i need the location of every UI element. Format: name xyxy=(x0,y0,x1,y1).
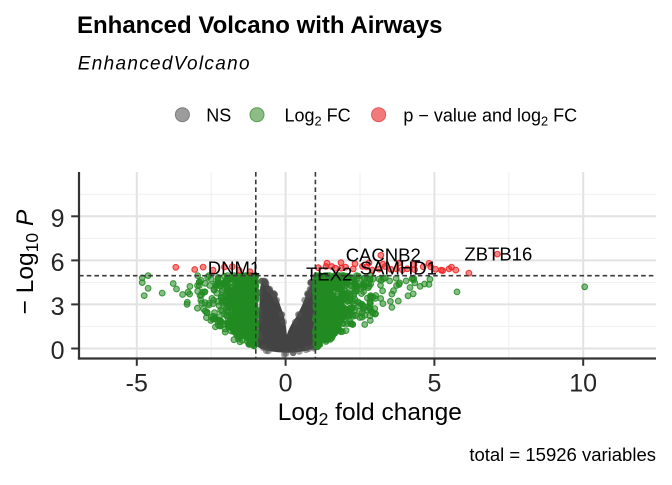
svg-text:0: 0 xyxy=(279,369,293,397)
svg-text:SAMHD1: SAMHD1 xyxy=(360,257,437,278)
svg-text:-5: -5 xyxy=(126,369,148,397)
svg-text:Log2 FC: Log2 FC xyxy=(285,105,351,128)
svg-text:Log2 fold change: Log2 fold change xyxy=(278,399,462,429)
svg-text:ZBTB16: ZBTB16 xyxy=(464,243,532,264)
svg-text:9: 9 xyxy=(51,205,65,233)
svg-text:p − value and log2 FC: p − value and log2 FC xyxy=(403,105,577,128)
svg-text:10: 10 xyxy=(569,369,597,397)
svg-text:TEX2: TEX2 xyxy=(306,264,352,285)
svg-text:0: 0 xyxy=(51,337,65,365)
svg-text:NS: NS xyxy=(206,105,231,125)
svg-text:3: 3 xyxy=(51,293,65,321)
svg-text:EnhancedVolcano: EnhancedVolcano xyxy=(78,54,251,75)
svg-text:6: 6 xyxy=(51,249,65,277)
svg-text:CACNB2: CACNB2 xyxy=(346,244,421,265)
svg-text:5: 5 xyxy=(427,369,441,397)
svg-text:Enhanced Volcano with Airways: Enhanced Volcano with Airways xyxy=(77,12,442,39)
svg-text:total = 15926 variables: total = 15926 variables xyxy=(469,444,656,465)
svg-text:− Log10 P: − Log10 P xyxy=(12,209,42,314)
svg-text:DNM1: DNM1 xyxy=(208,257,260,278)
